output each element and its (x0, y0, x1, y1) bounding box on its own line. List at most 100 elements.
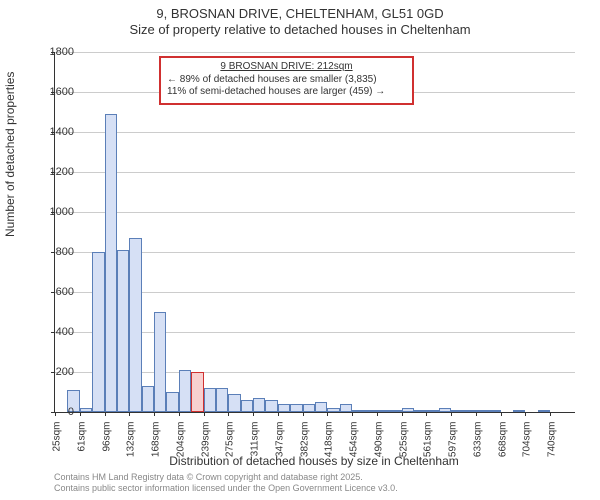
bar (402, 408, 414, 412)
bar (315, 402, 327, 412)
y-tick-label: 1000 (34, 206, 74, 218)
x-tick-mark (303, 412, 304, 416)
callout-title: 9 BROSNAN DRIVE: 212sqm (167, 61, 406, 74)
bar (476, 410, 488, 412)
y-tick-label: 0 (34, 406, 74, 418)
footer-line1: Contains HM Land Registry data © Crown c… (54, 472, 398, 483)
bar (166, 392, 178, 412)
x-tick-mark (525, 412, 526, 416)
plot-area (54, 52, 575, 413)
x-tick-label: 96sqm (101, 422, 112, 452)
x-tick-mark (129, 412, 130, 416)
x-tick-mark (105, 412, 106, 416)
bar (414, 410, 426, 412)
x-tick-label: 740sqm (547, 422, 558, 458)
x-tick-mark (550, 412, 551, 416)
y-tick-label: 600 (34, 286, 74, 298)
x-tick-label: 204sqm (175, 422, 186, 458)
bar (278, 404, 290, 412)
x-tick-mark (402, 412, 403, 416)
x-tick-mark (377, 412, 378, 416)
gridline (55, 172, 575, 173)
x-tick-label: 347sqm (274, 422, 285, 458)
x-tick-label: 311sqm (250, 422, 261, 457)
x-axis-title: Distribution of detached houses by size … (54, 454, 574, 468)
bar-highlight (191, 372, 203, 412)
bar (538, 410, 550, 412)
bar (154, 312, 166, 412)
bar (80, 408, 92, 412)
y-tick-label: 1200 (34, 166, 74, 178)
x-tick-label: 382sqm (299, 422, 310, 458)
bar (117, 250, 129, 412)
y-tick-label: 1400 (34, 126, 74, 138)
x-tick-label: 239sqm (200, 422, 211, 458)
x-tick-label: 275sqm (225, 422, 236, 458)
x-tick-mark (476, 412, 477, 416)
bar (488, 410, 500, 412)
x-tick-mark (179, 412, 180, 416)
callout-line1: ← 89% of detached houses are smaller (3,… (167, 74, 406, 87)
bar (327, 408, 339, 412)
bar (426, 410, 438, 412)
bar (265, 400, 277, 412)
bar (228, 394, 240, 412)
chart-area: 9 BROSNAN DRIVE: 212sqm ← 89% of detache… (54, 52, 574, 412)
x-tick-label: 132sqm (126, 422, 137, 458)
y-tick-label: 400 (34, 326, 74, 338)
bar (253, 398, 265, 412)
gridline (55, 212, 575, 213)
x-tick-label: 25sqm (52, 422, 63, 452)
gridline (55, 52, 575, 53)
bar (352, 410, 364, 412)
bar (464, 410, 476, 412)
y-tick-label: 800 (34, 246, 74, 258)
y-tick-label: 1800 (34, 46, 74, 58)
x-tick-label: 418sqm (324, 422, 335, 458)
x-tick-label: 561sqm (423, 422, 434, 458)
x-tick-mark (253, 412, 254, 416)
x-tick-label: 704sqm (522, 422, 533, 458)
x-tick-mark (426, 412, 427, 416)
x-tick-label: 597sqm (448, 422, 459, 458)
x-tick-label: 61sqm (76, 422, 87, 452)
bar (204, 388, 216, 412)
callout-box: 9 BROSNAN DRIVE: 212sqm ← 89% of detache… (159, 56, 414, 105)
callout-line2: 11% of semi-detached houses are larger (… (167, 86, 406, 99)
title-main: 9, BROSNAN DRIVE, CHELTENHAM, GL51 0GD (0, 6, 600, 21)
bar (513, 410, 525, 412)
chart-title-block: 9, BROSNAN DRIVE, CHELTENHAM, GL51 0GD S… (0, 0, 600, 37)
bar (241, 400, 253, 412)
x-tick-mark (501, 412, 502, 416)
x-tick-mark (204, 412, 205, 416)
bar (129, 238, 141, 412)
x-tick-mark (327, 412, 328, 416)
bar (142, 386, 154, 412)
bar (389, 410, 401, 412)
x-tick-label: 633sqm (472, 422, 483, 458)
bar (216, 388, 228, 412)
bar (365, 410, 377, 412)
x-tick-label: 668sqm (497, 422, 508, 458)
x-tick-mark (80, 412, 81, 416)
x-tick-mark (278, 412, 279, 416)
bar (105, 114, 117, 412)
x-tick-mark (154, 412, 155, 416)
bar (340, 404, 352, 412)
bar (451, 410, 463, 412)
bar (377, 410, 389, 412)
y-axis-title: Number of detached properties (3, 72, 17, 237)
x-tick-mark (352, 412, 353, 416)
bar (439, 408, 451, 412)
bar (290, 404, 302, 412)
title-sub: Size of property relative to detached ho… (0, 22, 600, 37)
x-tick-label: 525sqm (398, 422, 409, 458)
x-tick-label: 490sqm (373, 422, 384, 458)
y-tick-label: 1600 (34, 86, 74, 98)
x-tick-mark (228, 412, 229, 416)
bar (92, 252, 104, 412)
x-tick-label: 454sqm (349, 422, 360, 458)
gridline (55, 132, 575, 133)
footer-text: Contains HM Land Registry data © Crown c… (54, 472, 398, 494)
bar (179, 370, 191, 412)
